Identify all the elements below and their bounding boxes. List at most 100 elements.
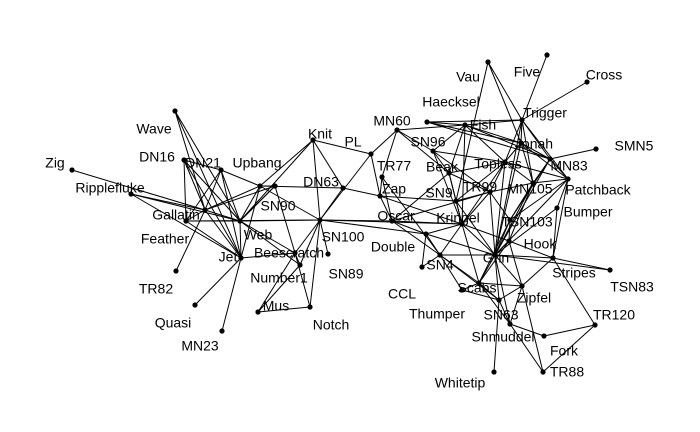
node-label-sn89: SN89	[328, 266, 363, 282]
node-label-sn4: SN4	[426, 257, 453, 273]
edge-dn21-upbang	[220, 169, 261, 187]
edge-dn21-jet	[220, 169, 242, 259]
edge-fish-jonah	[464, 124, 522, 144]
edge-vau-sn9	[455, 61, 489, 202]
node-label-fish: Fish	[470, 117, 496, 133]
edge-haecksel-jonah	[426, 121, 522, 144]
edge-zap-oscar	[379, 195, 393, 222]
node-label-sn100: SN100	[322, 229, 365, 245]
node-beak	[446, 170, 452, 176]
edge-jonah-mn83	[520, 142, 551, 160]
node-label-cross: Cross	[586, 67, 623, 83]
edge-stripes-zipfel	[521, 257, 554, 287]
node-label-mn105: MN105	[507, 181, 552, 197]
node-label-ripplefluke: Ripplefluke	[75, 180, 144, 196]
node-tr88	[540, 369, 546, 375]
edge-kringel-scabs	[461, 223, 480, 284]
node-beescratch	[292, 250, 298, 256]
edge-mn83-patchback	[549, 158, 569, 180]
node-label-tr120: TR120	[593, 307, 635, 323]
node-sn89	[325, 251, 331, 257]
node-five	[544, 52, 550, 58]
edge-mn60-beak	[396, 129, 450, 174]
node-label-zipfel: Zipfel	[517, 290, 551, 306]
edge-sn90-beescratch	[274, 185, 296, 254]
node-label-tr88: TR88	[550, 364, 584, 380]
edge-web-sn100	[239, 219, 321, 222]
edge-hook-grin	[494, 240, 510, 256]
node-tr99	[487, 189, 493, 195]
node-label-five: Five	[514, 64, 541, 80]
edge-double-ccl	[421, 233, 427, 268]
node-mn23	[219, 328, 225, 334]
node-dn63	[340, 185, 346, 191]
edge-vau-trigger	[487, 61, 523, 121]
node-label-mus: Mus	[263, 298, 289, 314]
edge-hook-scabs	[478, 240, 510, 284]
edge-sn63-shmuddel	[498, 299, 511, 325]
edge-upbang-knit	[259, 139, 314, 187]
edge-beescratch-notch	[294, 252, 311, 308]
node-haecksel	[424, 119, 430, 125]
edge-double-kringel	[425, 223, 463, 235]
node-knit	[310, 137, 316, 143]
edge-pl-zap	[370, 153, 381, 197]
node-label-quasi: Quasi	[155, 315, 192, 331]
node-label-beescratch: Beescratch	[254, 245, 324, 261]
node-sn96	[430, 148, 436, 154]
edge-sn9-kringel	[455, 200, 463, 225]
node-gallatin	[202, 207, 208, 213]
edge-zipfel-shmuddel	[509, 285, 523, 325]
node-label-notch: Notch	[313, 317, 350, 333]
node-bumper	[554, 205, 560, 211]
edge-sn9-tr99	[455, 191, 491, 202]
node-label-smn5: SMN5	[615, 138, 654, 154]
edge-web-upbang	[239, 185, 261, 222]
edge-sn63-whitetip	[493, 299, 500, 373]
node-cross	[584, 79, 590, 85]
edge-dn16-dn21	[183, 159, 222, 171]
edge-jet-mn23	[221, 257, 242, 332]
node-label-knit: Knit	[308, 126, 332, 142]
edge-dn16-jet	[183, 159, 242, 259]
edge-cross-trigger	[521, 81, 588, 121]
edge-knit-sn100	[312, 139, 321, 221]
node-label-dn16: DN16	[139, 149, 175, 165]
edge-jet-web	[239, 220, 242, 259]
edge-scabs-sn63	[478, 282, 500, 301]
node-thumper	[459, 287, 465, 293]
node-label-dn63: DN63	[303, 174, 339, 190]
edge-dn16-feather	[183, 159, 187, 222]
edge-kringel-grin	[461, 223, 496, 256]
node-label-sn90: SN90	[260, 198, 295, 214]
node-tsn103	[507, 217, 513, 223]
edge-tr77-oscar	[381, 176, 393, 222]
node-label-stripes: Stripes	[552, 265, 596, 281]
edge-topless-grin	[494, 161, 506, 256]
node-label-grin: Grin	[483, 250, 509, 266]
edge-trigger-mn105	[521, 119, 534, 184]
edge-tr99-topless	[489, 161, 506, 193]
edge-trigger-jonah	[520, 119, 523, 144]
node-label-pl: PL	[344, 134, 361, 150]
edge-jonah-patchback	[520, 142, 569, 180]
edge-patchback-bumper	[556, 178, 569, 209]
edge-kringel-tr99	[461, 191, 491, 225]
edge-grin-tsn83	[494, 254, 611, 271]
node-dn16	[181, 157, 187, 163]
edge-oscar-sn4	[391, 220, 441, 256]
node-label-oscar: Oscar	[377, 208, 415, 224]
node-pl	[368, 151, 374, 157]
node-web	[237, 218, 243, 224]
node-label-zig: Zig	[45, 155, 64, 171]
edge-patchback-stripes	[552, 178, 569, 259]
node-label-trigger: Trigger	[523, 105, 567, 121]
node-notch	[307, 304, 313, 310]
edge-gallatin-tr82	[175, 209, 206, 272]
edge-oscar-double	[391, 220, 427, 235]
edge-sn4-sn63	[439, 254, 500, 301]
edge-haecksel-mn83	[426, 121, 551, 160]
edge-tr77-sn4	[381, 176, 441, 256]
edge-hook-stripes	[508, 240, 554, 259]
node-zig	[69, 167, 75, 173]
